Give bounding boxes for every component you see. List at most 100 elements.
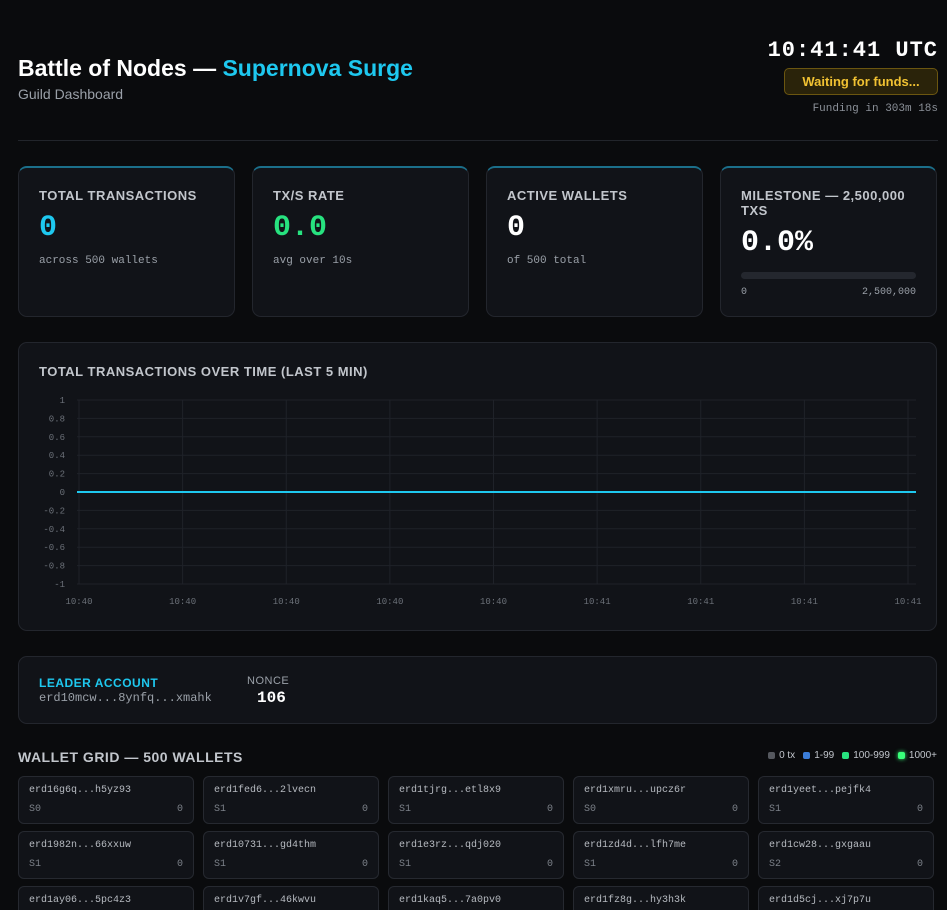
x-tick-label: 10:41 [894,597,921,607]
wallet-card[interactable]: erd1kaq5...7a0pv0S10 [388,886,564,910]
wallet-shard: S2 [769,859,782,870]
legend-item: 0 tx [768,750,795,761]
wallet-address: erd1cw28...gxgaau [769,840,872,851]
wallet-tx-count: 0 [546,804,553,815]
wallet-grid-legend: 0 tx 1-99 100-999 1000+ [768,750,937,761]
milestone-min-label: 0 [741,287,748,298]
y-tick-label: 0.6 [49,433,65,443]
wallet-address: erd1d5cj...xj7p7u [769,895,872,906]
wallet-shard: S1 [214,859,227,870]
legend-label: 1-99 [814,750,835,761]
page-header: Battle of Nodes — Supernova Surge Guild … [18,0,938,141]
wallet-address: erd1fz8g...hy3h3k [584,895,687,906]
milestone-progress-track [741,272,916,279]
wallet-address: erd1e3rz...qdj020 [399,840,502,851]
wallet-shard: S1 [399,859,412,870]
wallet-tx-count: 0 [361,859,368,870]
status-badge: Waiting for funds... [784,68,938,95]
wallet-card[interactable]: erd1fz8g...hy3h3kS10 [573,886,749,910]
wallet-address: erd1zd4d...lfh7me [584,840,687,851]
wallet-shard: S1 [769,804,782,815]
x-tick-label: 10:41 [791,597,818,607]
legend-swatch [897,752,905,759]
legend-item: 1-99 [803,750,834,761]
stat-value: 0 [507,211,526,245]
leader-account-panel: LEADER ACCOUNT erd10mcw...8ynfq...xmahk … [18,656,937,724]
stat-card-total-transactions: TOTAL TRANSACTIONS 0 across 500 wallets [18,166,235,317]
wallet-card[interactable]: erd1v7gf...46kwvuS10 [203,886,379,910]
wallet-address: erd1v7gf...46kwvu [214,895,317,906]
stat-card-active-wallets: ACTIVE WALLETS 0 of 500 total [486,166,703,317]
legend-item: 1000+ [897,750,937,761]
wallet-tx-count: 0 [546,859,553,870]
wallet-card[interactable]: erd10731...gd4thm S1 0 [203,831,379,879]
stat-value: 0.0 [273,211,328,245]
y-tick-label: -1 [54,580,65,590]
wallet-card[interactable]: erd1e3rz...qdj020 S1 0 [388,831,564,879]
y-tick-label: -0.6 [43,543,65,553]
wallet-address: erd1xmru...upcz6r [584,785,687,796]
legend-label: 0 tx [779,750,796,761]
y-tick-label: 1 [60,396,65,406]
wallet-card[interactable]: erd1yeet...pejfk4 S1 0 [758,776,934,824]
stat-sub: across 500 wallets [39,255,158,267]
legend-label: 100-999 [853,750,890,761]
milestone-max-label: 2,500,000 [861,287,916,298]
wallet-tx-count: 0 [916,804,923,815]
milestone-value: 0.0% [741,226,814,260]
wallet-shard: S1 [29,859,42,870]
stat-card-milestone: MILESTONE — 2,500,000 TXS 0.0% 0 2,500,0… [720,166,937,317]
wallet-card[interactable]: erd1fed6...2lvecn S1 0 [203,776,379,824]
utc-clock: 10:41:41 UTC [767,38,938,63]
wallet-card[interactable]: erd1982n...66xxuw S1 0 [18,831,194,879]
page-subtitle: Guild Dashboard [18,86,124,102]
wallet-shard: S1 [584,859,597,870]
x-tick-label: 10:41 [687,597,714,607]
wallet-address: erd1tjrg...etl8x9 [399,785,502,796]
x-tick-label: 10:40 [480,597,507,607]
wallet-card[interactable]: erd1tjrg...etl8x9 S1 0 [388,776,564,824]
nonce-value: 106 [257,689,286,707]
wallet-shard: S0 [29,804,42,815]
legend-swatch [803,752,811,759]
y-tick-label: 0.4 [49,451,65,461]
title-main: Battle of Nodes — [18,55,223,81]
y-tick-label: -0.4 [43,525,65,535]
wallet-card[interactable]: erd16g6q...h5yz93 S0 0 [18,776,194,824]
leader-account-label: LEADER ACCOUNT [39,676,159,690]
y-tick-label: 0 [60,488,65,498]
wallet-card[interactable]: erd1ay06...5pc4z3S10 [18,886,194,910]
nonce-label: NONCE [247,675,290,687]
stat-sub: of 500 total [507,255,587,267]
x-tick-label: 10:41 [584,597,611,607]
wallet-card[interactable]: erd1cw28...gxgaau S2 0 [758,831,934,879]
wallet-address: erd10731...gd4thm [214,840,317,851]
wallet-address: erd1fed6...2lvecn [214,785,317,796]
x-tick-label: 10:40 [169,597,196,607]
y-tick-label: -0.8 [43,562,65,572]
chart-title: TOTAL TRANSACTIONS OVER TIME (LAST 5 MIN… [39,364,368,379]
legend-swatch [768,752,776,759]
transactions-chart: 10.80.60.40.20-0.2-0.4-0.6-0.8-110:40 10:… [43,396,921,607]
title-accent: Supernova Surge [222,55,413,81]
x-tick-label: 10:40 [376,597,403,607]
wallet-card[interactable]: erd1d5cj...xj7p7uS10 [758,886,934,910]
wallet-grid: erd16g6q...h5yz93 S0 0 erd1fed6...2lvecn S1 0… [18,776,938,910]
wallet-card[interactable]: erd1zd4d...lfh7me S1 0 [573,831,749,879]
legend-swatch [842,752,850,759]
legend-item: 100-999 [842,750,890,761]
wallet-address: erd1yeet...pejfk4 [769,785,872,796]
wallet-shard: S1 [399,804,412,815]
wallet-card[interactable]: erd1xmru...upcz6r S0 0 [573,776,749,824]
page-title: Battle of Nodes — Supernova Surge [18,55,413,82]
wallet-grid-title: WALLET GRID — 500 WALLETS [18,749,243,765]
chart-panel: TOTAL TRANSACTIONS OVER TIME (LAST 5 MIN… [18,342,937,631]
wallet-tx-count: 0 [176,859,183,870]
wallet-tx-count: 0 [731,804,738,815]
milestone-progress-labels: 0 2,500,000 [741,287,916,298]
wallet-tx-count: 0 [361,804,368,815]
wallet-tx-count: 0 [916,859,923,870]
stat-label: ACTIVE WALLETS [507,188,628,203]
x-tick-label: 10:40 [65,597,92,607]
stat-label: TOTAL TRANSACTIONS [39,188,197,203]
